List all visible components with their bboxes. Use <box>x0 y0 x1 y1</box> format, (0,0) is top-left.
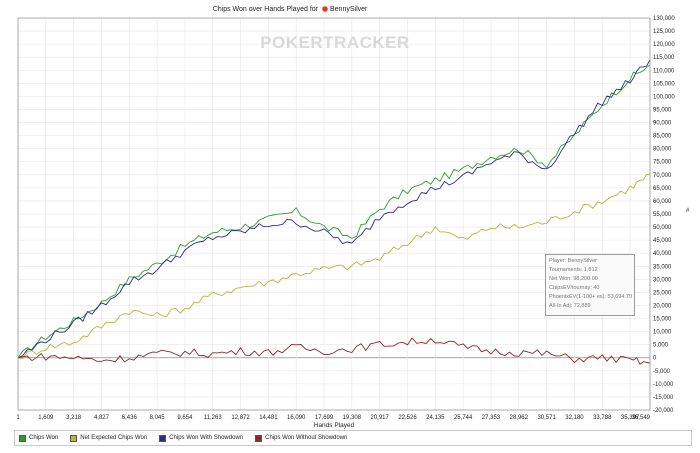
x-tick-label: 36,549 <box>632 415 651 421</box>
y-tick-label: 15,000 <box>653 317 672 323</box>
x-tick-label: 35,397 <box>621 415 640 421</box>
player-name: BennySilver <box>330 6 368 13</box>
y-tick-label: 55,000 <box>653 212 672 218</box>
y-tick-label: 90,000 <box>653 121 672 127</box>
y-tick-label: 40,000 <box>653 251 672 257</box>
x-tick-label: 19,308 <box>343 415 362 421</box>
y-tick-label: 120,000 <box>653 42 675 48</box>
y-tick-label: 5,000 <box>653 343 669 349</box>
info-phoenix: PhoenixEV(1-100+ es): 53,694.70 <box>549 294 633 300</box>
y-tick-label: 35,000 <box>653 264 672 270</box>
y-tick-label: 25,000 <box>653 290 672 296</box>
series-lines <box>17 59 651 365</box>
legend-item-net-expected[interactable]: Net Expected Chips Won <box>70 434 148 442</box>
x-tick-label: 11,263 <box>204 415 223 421</box>
watermark-text: POKERTRACKER <box>260 33 410 52</box>
info-chipsev: ChipsEV/tournay: 40 <box>549 285 600 291</box>
info-player: Player: BennySilver <box>549 258 597 264</box>
right-axis-mark: # <box>686 208 690 214</box>
y-tick-label: 95,000 <box>653 107 672 113</box>
y-tick-label: 80,000 <box>653 147 672 153</box>
x-tick-label: 17,699 <box>315 415 334 421</box>
x-axis-title: Hands Played <box>314 422 355 429</box>
y-tick-label: 65,000 <box>653 186 672 192</box>
y-tick-label: 30,000 <box>653 277 672 283</box>
series-line-chips-won-with-showdown <box>17 59 651 359</box>
y-tick-label: 60,000 <box>653 199 672 205</box>
series-line-net-expected-chips-won <box>17 173 651 360</box>
series-line-chips-won-without-showdown <box>17 337 651 365</box>
y-tick-label: 10,000 <box>653 330 672 336</box>
y-tick-label: 50,000 <box>653 225 672 231</box>
legend-label: Chips Won <box>29 435 59 441</box>
plot-frame <box>17 17 651 411</box>
y-tick-label: -15,000 <box>653 395 674 401</box>
legend-swatch-chips-won <box>19 434 26 442</box>
x-tick-label: 27,353 <box>482 415 501 421</box>
info-net-won: Net Won: 98,200.00 <box>549 276 598 282</box>
legend-label: Chips Won With Showdown <box>169 435 244 441</box>
series-line-chips-won <box>17 64 651 358</box>
x-tick-label: 12,872 <box>231 415 250 421</box>
chips-won-chart: POKERTRACKER -20,000 -15,000 -10,000 -5,000… <box>16 6 690 429</box>
x-tick-label: 22,526 <box>398 415 417 421</box>
legend-label: Chips Won Without Showdown <box>265 435 348 441</box>
y-axis-labels: -20,000 -15,000 -10,000 -5,000 0 5,000 10,000 1… <box>653 16 675 414</box>
y-tick-label: 45,000 <box>653 238 672 244</box>
x-tick-label: 16,090 <box>287 415 306 421</box>
legend-swatch-without-showdown <box>255 434 263 442</box>
x-tick-label: 32,180 <box>565 415 584 421</box>
y-tick-label: 125,000 <box>653 29 675 35</box>
info-tournaments: Tournaments: 1,812 <box>549 267 598 273</box>
x-tick-label: 20,917 <box>371 415 390 421</box>
legend-item-without-showdown[interactable]: Chips Won Without Showdown <box>255 434 348 442</box>
y-tick-label: 115,000 <box>653 55 675 61</box>
y-tick-label: -10,000 <box>653 382 674 388</box>
y-tick-label: 110,000 <box>653 68 675 74</box>
x-tick-label: 24,135 <box>426 415 445 421</box>
x-tick-label: 9,654 <box>177 415 193 421</box>
y-tick-label: 70,000 <box>653 173 672 179</box>
x-tick-label: 6,436 <box>122 415 138 421</box>
x-tick-label: 28,962 <box>510 415 529 421</box>
x-tick-label: 3,218 <box>66 415 82 421</box>
y-tick-label: 130,000 <box>653 16 675 22</box>
x-tick-label: 8,045 <box>150 415 166 421</box>
grid-lines <box>17 17 651 411</box>
info-allin: All-In Adj: 72,889 <box>549 303 591 309</box>
legend-label: Net Expected Chips Won <box>80 435 148 441</box>
x-tick-label: 33,788 <box>593 415 612 421</box>
chart-title: Chips Won over Hands Played for <box>213 6 319 13</box>
legend-swatch-net-expected <box>70 434 78 442</box>
y-tick-label: 75,000 <box>653 160 672 166</box>
y-tick-label: 85,000 <box>653 134 672 140</box>
x-tick-label: 4,827 <box>94 415 110 421</box>
legend-item-with-showdown[interactable]: Chips Won With Showdown <box>159 434 244 442</box>
player-info-box: Player: BennySilver Tournaments: 1,812 N… <box>545 254 635 316</box>
legend-item-chips-won[interactable]: Chips Won <box>19 434 59 442</box>
y-tick-label: 20,000 <box>653 303 672 309</box>
player-flag-icon <box>322 6 328 12</box>
x-tick-label: 14,481 <box>259 415 278 421</box>
x-tick-label: 25,744 <box>454 415 473 421</box>
y-tick-label: 0 <box>653 356 657 362</box>
x-tick-label: 1 <box>16 415 20 421</box>
y-tick-label: 105,000 <box>653 81 675 87</box>
x-axis-labels: 1 1,609 3,218 4,827 6,436 8,045 9,654 11,263 12,… <box>16 415 650 421</box>
x-tick-label: 30,571 <box>537 415 556 421</box>
x-tick-label: 1,609 <box>38 415 54 421</box>
chart-legend: Chips Won Net Expected Chips Won Chips W… <box>14 430 692 446</box>
legend-swatch-with-showdown <box>159 434 167 442</box>
y-tick-label: -5,000 <box>653 369 671 375</box>
y-tick-label: 100,000 <box>653 94 675 100</box>
y-tick-label: -20,000 <box>653 408 674 414</box>
